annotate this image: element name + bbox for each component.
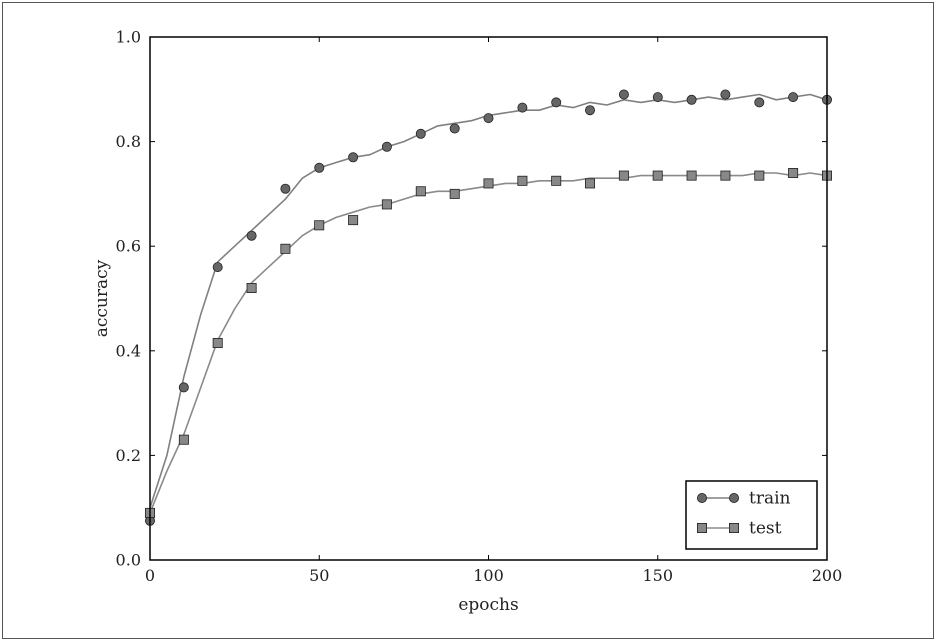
test-point — [618, 170, 629, 181]
train-point — [585, 105, 596, 116]
series-lines — [149, 93, 828, 514]
x-tick-label: 0 — [145, 566, 155, 585]
y-tick-label: 1.0 — [116, 28, 141, 47]
test-point — [585, 178, 596, 189]
train-point — [788, 92, 799, 103]
x-tick-label: 200 — [812, 566, 843, 585]
legend-box — [685, 480, 818, 550]
train-point — [381, 141, 392, 152]
test-point — [720, 170, 731, 181]
train-point — [517, 102, 528, 113]
test-point — [415, 186, 426, 197]
x-tick-label: 50 — [309, 566, 329, 585]
accuracy-chart: 0 50 100 150 200 0.0 0.2 0.4 0.6 0.8 1.0 epochs a… — [92, 28, 842, 616]
test-point — [788, 167, 799, 178]
legend-marker-train — [697, 492, 708, 503]
test-series-line — [149, 172, 828, 514]
legend-label-test: test — [749, 519, 782, 539]
test-point — [517, 175, 528, 186]
test-point — [348, 215, 359, 226]
x-tick-label: 150 — [642, 566, 673, 585]
train-point — [246, 230, 257, 241]
x-tick-label: 100 — [473, 566, 504, 585]
train-point — [483, 113, 494, 124]
legend-label-train: train — [749, 489, 791, 509]
test-point — [686, 170, 697, 181]
test-point — [212, 337, 223, 348]
train-point — [415, 128, 426, 139]
legend-marker-test — [697, 523, 708, 534]
test-point — [280, 243, 291, 254]
y-axis-title: accuracy — [92, 259, 112, 337]
legend-items: train test — [697, 489, 791, 539]
train-point — [754, 97, 765, 108]
x-tick-labels: 0 50 100 150 200 — [145, 566, 842, 585]
test-point — [314, 220, 325, 231]
test-point — [246, 282, 257, 293]
legend-item-train: train — [697, 489, 791, 509]
test-point — [652, 170, 663, 181]
test-point — [178, 434, 189, 445]
train-series-line — [149, 93, 828, 508]
train-point — [551, 97, 562, 108]
train-point — [720, 89, 731, 100]
series-markers — [144, 89, 833, 526]
axis-ticks — [149, 36, 828, 561]
legend-marker-train — [729, 492, 740, 503]
train-point — [178, 382, 189, 393]
y-tick-label: 0.8 — [116, 132, 141, 151]
x-axis-title: epochs — [458, 595, 518, 615]
train-point — [212, 262, 223, 273]
test-point — [381, 199, 392, 210]
y-tick-label: 0.0 — [116, 551, 141, 570]
test-point — [551, 175, 562, 186]
train-point — [449, 123, 460, 134]
train-point — [348, 152, 359, 163]
y-tick-label: 0.4 — [116, 341, 141, 360]
train-point — [280, 183, 291, 194]
legend-item-test: test — [697, 519, 782, 539]
train-point — [652, 92, 663, 103]
test-point — [449, 188, 460, 199]
y-tick-label: 0.6 — [116, 237, 141, 256]
train-point — [686, 94, 697, 105]
legend-marker-test — [729, 523, 740, 534]
legend: train test — [685, 480, 818, 550]
train-point — [618, 89, 629, 100]
y-tick-label: 0.2 — [116, 446, 141, 465]
train-point — [314, 162, 325, 173]
test-point — [754, 170, 765, 181]
y-tick-labels: 0.0 0.2 0.4 0.6 0.8 1.0 — [116, 28, 141, 570]
test-point — [483, 178, 494, 189]
